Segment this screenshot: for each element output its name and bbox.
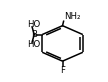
Text: F: F	[60, 66, 65, 75]
Text: HO: HO	[27, 40, 40, 49]
Text: NH₂: NH₂	[64, 12, 81, 21]
Text: B: B	[31, 30, 37, 39]
Text: HO: HO	[27, 20, 40, 29]
